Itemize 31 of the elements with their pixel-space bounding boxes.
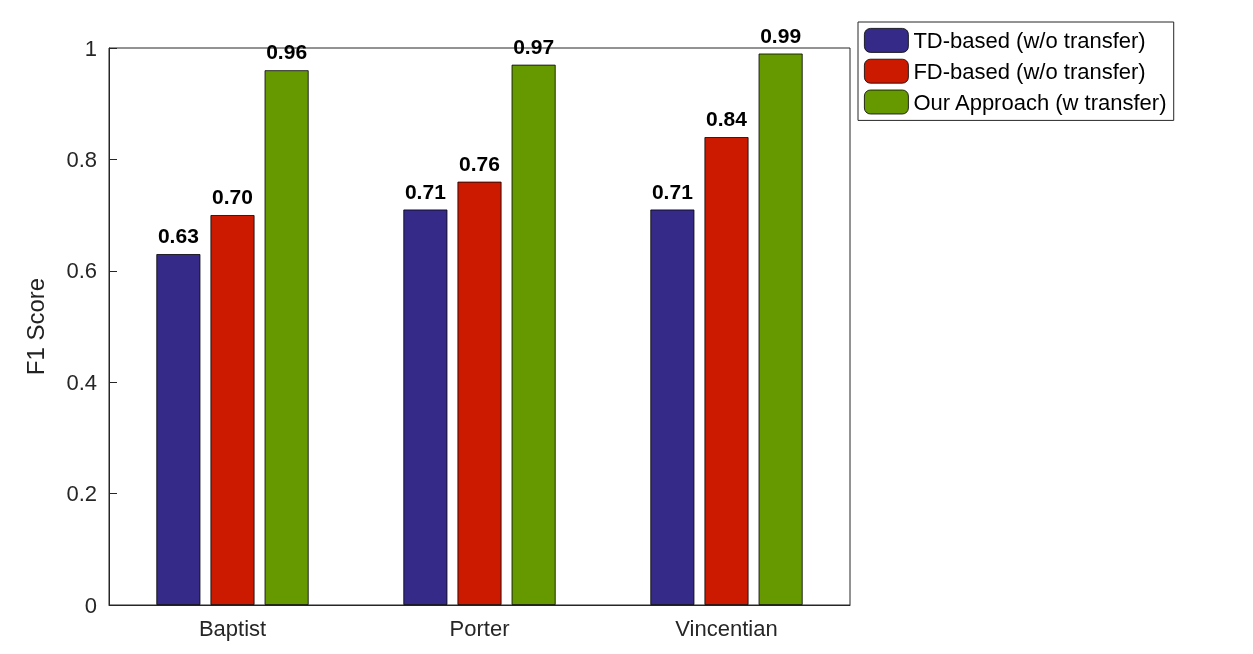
data-label: 0.71 [651, 179, 694, 203]
y-tick-label: 0.6 [66, 258, 97, 284]
bar [758, 53, 803, 605]
legend-label: Our Approach (w transfer) [913, 89, 1167, 115]
bar [156, 254, 201, 605]
y-axis-title: F1 Score [21, 277, 49, 376]
legend-label: TD-based (w/o transfer) [913, 27, 1146, 53]
data-label: 0.71 [404, 179, 447, 203]
data-label: 0.96 [266, 40, 308, 64]
bar [457, 181, 502, 605]
bar [264, 70, 309, 605]
y-tick-label: 1 [84, 35, 97, 61]
x-tick-label: Porter [449, 615, 510, 641]
bar [511, 64, 556, 605]
data-label: 0.99 [760, 23, 802, 47]
x-tick-label: Vincentian [675, 615, 778, 641]
y-tick-label: 0.4 [66, 369, 97, 395]
data-label: 0.70 [212, 185, 253, 209]
legend-label: FD-based (w/o transfer) [913, 58, 1146, 84]
data-label: 0.97 [513, 34, 555, 58]
y-tick-label: 0 [84, 592, 97, 618]
x-tick-label: Baptist [198, 615, 267, 641]
y-tick-label: 0.8 [66, 146, 97, 172]
y-tick-label: 0.2 [66, 481, 97, 507]
data-label: 0.63 [157, 224, 199, 248]
bar [403, 209, 448, 605]
data-label: 0.84 [706, 107, 748, 131]
bar [210, 215, 255, 605]
bar [650, 209, 695, 605]
data-label: 0.76 [459, 151, 500, 175]
bar [704, 137, 749, 605]
